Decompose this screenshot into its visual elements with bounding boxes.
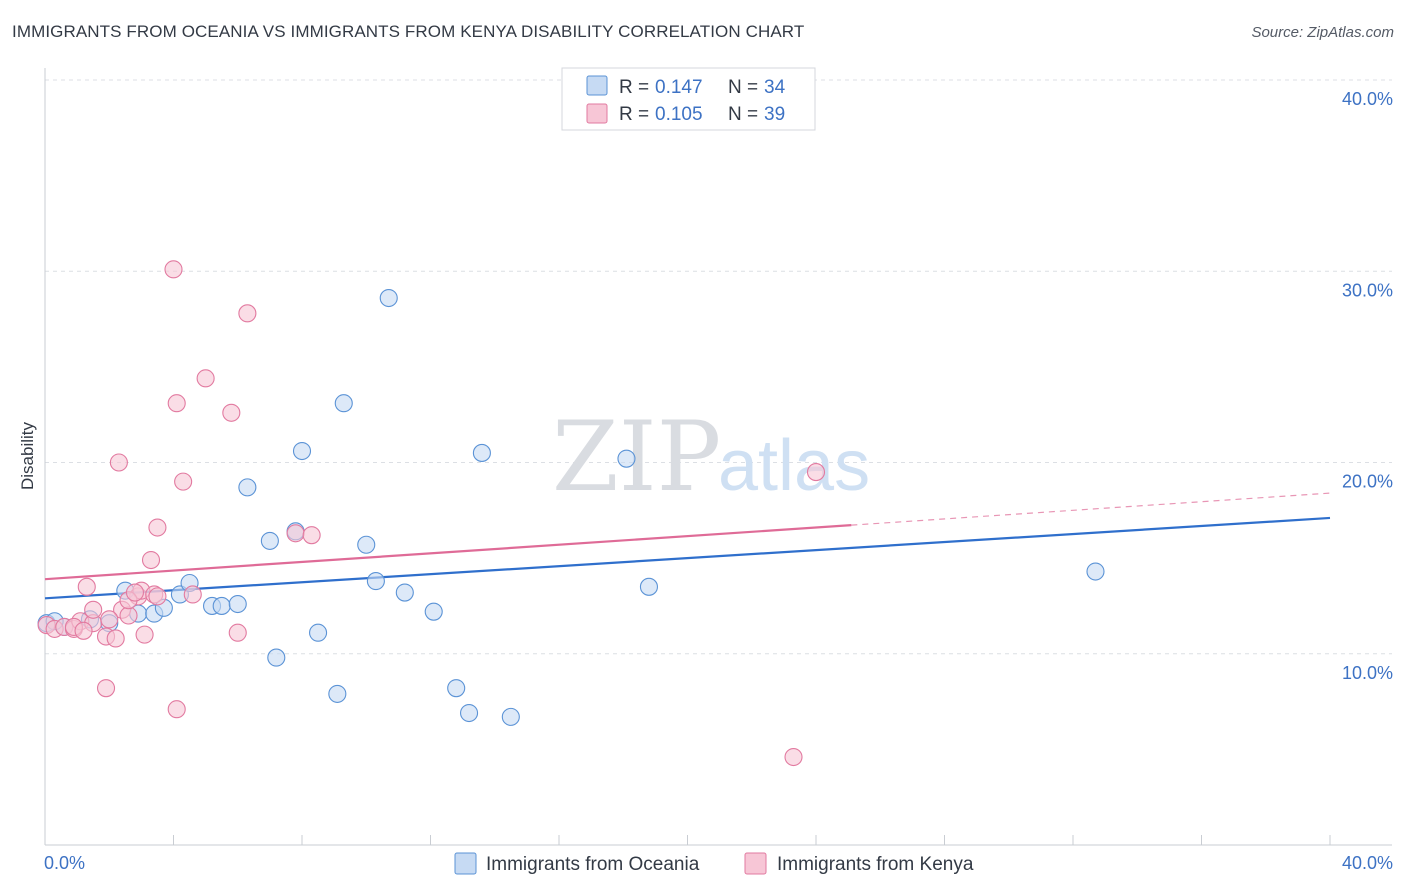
bottom-legend-label-kenya: Immigrants from Kenya (777, 854, 974, 875)
point-series-1-37 (74, 621, 93, 640)
axes (44, 68, 1392, 846)
point-series-1-34 (806, 463, 826, 482)
point-series-1-35 (784, 747, 803, 767)
point-series-1-27 (222, 403, 241, 422)
point-series-1-24 (183, 585, 202, 604)
watermark-zip: ZIP (552, 401, 721, 513)
point-series-1-26 (196, 369, 215, 388)
point-series-1-12 (100, 610, 119, 629)
point-series-0-20 (334, 394, 353, 413)
legend-swatch-kenya (586, 103, 608, 124)
x-tick-label-min: 0.0% (44, 853, 85, 873)
legend-n-label-oceania: N = (728, 77, 758, 98)
trend-line-series-1 (44, 524, 852, 581)
legend-r-label-oceania: R = (619, 77, 649, 98)
legend-n-value-oceania: 34 (764, 77, 786, 98)
point-series-0-23 (379, 288, 398, 308)
point-series-0-19 (328, 684, 347, 703)
data-points (37, 260, 1105, 767)
y-tick-label-20: 20.0% (1342, 472, 1393, 492)
point-series-0-28 (472, 443, 491, 462)
point-series-0-14 (260, 531, 279, 550)
chart-title: IMMIGRANTS FROM OCEANIA VS IMMIGRANTS FR… (12, 22, 805, 41)
point-series-0-18 (309, 623, 328, 642)
point-series-0-15 (267, 648, 286, 667)
point-series-1-32 (96, 679, 116, 698)
y-axis-title: Disability (18, 421, 37, 490)
legend-r-value-kenya: 0.105 (655, 104, 703, 125)
point-series-1-22 (167, 394, 186, 413)
x-tick-label-max: 40.0% (1342, 853, 1393, 873)
point-series-0-13 (238, 478, 257, 497)
point-series-1-25 (164, 260, 183, 279)
y-tick-label-30: 30.0% (1342, 280, 1393, 300)
point-series-1-8 (84, 600, 103, 619)
trend-lines (44, 492, 1331, 600)
bottom-legend-swatch-kenya (744, 852, 767, 875)
legend-n-value-kenya: 39 (764, 104, 785, 125)
y-tick-labels: 10.0% 20.0% 30.0% 40.0% (1342, 89, 1393, 683)
trend-line-series-0 (44, 516, 1331, 600)
bottom-legend: Immigrants from Oceania Immigrants from … (454, 852, 974, 875)
point-series-1-5 (77, 577, 96, 596)
point-series-1-30 (286, 524, 305, 543)
point-series-0-30 (617, 449, 636, 468)
point-series-1-23 (174, 472, 193, 491)
point-series-1-31 (302, 526, 321, 545)
point-series-0-25 (424, 602, 443, 621)
source-credit: Source: ZipAtlas.com (1251, 24, 1394, 41)
point-series-0-27 (459, 703, 479, 723)
top-legend: R = 0.147 N = 34 R = 0.105 N = 39 (561, 67, 816, 131)
point-series-1-29 (238, 304, 257, 323)
watermark-atlas: atlas (718, 426, 870, 506)
point-series-1-33 (167, 700, 186, 719)
point-series-0-24 (395, 583, 414, 602)
point-series-0-22 (366, 572, 385, 591)
point-series-1-21 (148, 587, 167, 606)
point-series-1-18 (135, 625, 154, 644)
point-series-1-17 (109, 453, 128, 472)
bottom-legend-swatch-oceania (454, 852, 477, 875)
y-tick-label-40: 40.0% (1342, 89, 1393, 109)
grid-lines (45, 79, 1392, 655)
legend-r-value-oceania: 0.147 (655, 77, 703, 98)
legend-swatch-oceania (586, 75, 608, 96)
point-series-0-17 (292, 441, 312, 461)
point-series-0-21 (357, 535, 376, 554)
point-series-0-31 (639, 577, 659, 596)
bottom-legend-label-oceania: Immigrants from Oceania (486, 854, 700, 875)
point-series-1-28 (228, 623, 247, 642)
point-series-0-32 (1086, 562, 1105, 581)
point-series-1-38 (125, 583, 144, 602)
point-series-0-26 (447, 679, 466, 698)
point-series-1-9 (106, 629, 125, 648)
point-series-0-12 (228, 594, 247, 614)
point-series-1-16 (148, 518, 167, 537)
watermark: ZIP atlas (552, 401, 870, 513)
point-series-0-11 (212, 596, 231, 615)
point-series-1-11 (119, 606, 138, 625)
point-series-1-15 (141, 550, 161, 570)
trend-line-extension-series-1 (851, 492, 1331, 526)
legend-r-label-kenya: R = (619, 104, 649, 125)
x-ticks (44, 835, 1331, 845)
legend-n-label-kenya: N = (728, 104, 758, 125)
point-series-0-29 (501, 707, 520, 726)
y-tick-label-10: 10.0% (1342, 663, 1393, 683)
